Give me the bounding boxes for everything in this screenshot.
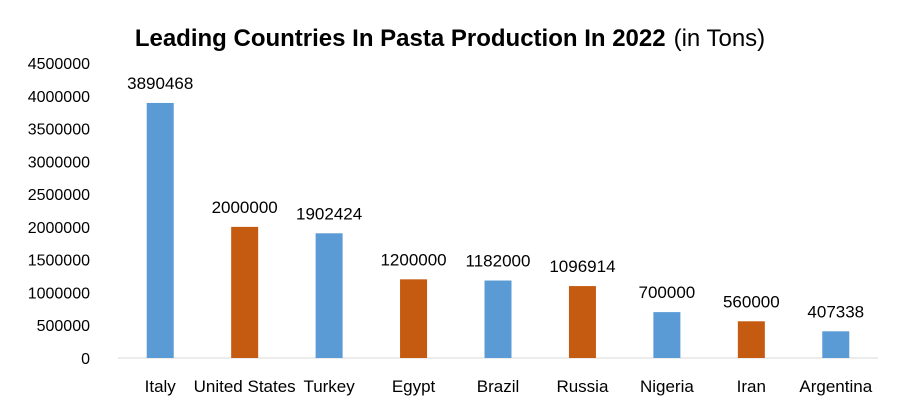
bar-united-states: [231, 226, 259, 358]
data-label: 700000: [639, 283, 696, 302]
x-tick-label: Nigeria: [640, 377, 694, 396]
bar-italy: [146, 102, 174, 358]
data-labels-group: 3890468 2000000 1902424 1200000 1182000 10969…: [127, 74, 864, 321]
data-label: 1096914: [549, 257, 615, 276]
y-tick-label: 4500000: [28, 56, 90, 73]
y-tick-label: 500000: [37, 318, 90, 335]
data-label: 3890468: [127, 74, 193, 93]
x-tick-label: Brazil: [477, 377, 520, 396]
bar-argentina: [822, 331, 850, 358]
y-tick-label: 1500000: [28, 253, 90, 270]
y-tick-label: 0: [81, 351, 90, 368]
chart-title-main: Leading Countries In Pasta Production In…: [135, 25, 666, 52]
x-tick-label: Iran: [737, 377, 766, 396]
y-axis: 0 500000 1000000 1500000 2000000 2500000 30000…: [28, 56, 90, 368]
bar-egypt: [400, 279, 428, 358]
data-label: 560000: [723, 292, 780, 311]
x-axis: Italy United States Turkey Egypt Brazil Russi…: [145, 377, 873, 396]
y-tick-label: 2000000: [28, 220, 90, 237]
bar-iran: [737, 321, 765, 358]
chart-title: Leading Countries In Pasta Production In…: [135, 25, 765, 52]
bar-russia: [568, 286, 596, 358]
data-label: 1200000: [380, 250, 446, 269]
y-tick-label: 3000000: [28, 154, 90, 171]
y-tick-label: 1000000: [28, 285, 90, 302]
bars-group: [146, 102, 850, 358]
chart-title-unit: (in Tons): [674, 25, 766, 52]
x-tick-label: Egypt: [392, 377, 436, 396]
y-tick-label: 4000000: [28, 89, 90, 106]
bar-brazil: [484, 280, 512, 358]
x-tick-label: Italy: [145, 377, 177, 396]
data-label: 407338: [807, 302, 864, 321]
y-tick-label: 3500000: [28, 122, 90, 139]
x-tick-label: Russia: [556, 377, 609, 396]
bar-nigeria: [653, 312, 681, 358]
data-label: 2000000: [212, 198, 278, 217]
x-tick-label: Argentina: [799, 377, 872, 396]
y-tick-label: 2500000: [28, 187, 90, 204]
bar-turkey: [315, 233, 343, 358]
data-label: 1182000: [466, 252, 531, 271]
x-tick-label: United States: [194, 377, 296, 396]
data-label: 1902424: [296, 204, 362, 223]
x-tick-label: Turkey: [303, 377, 355, 396]
